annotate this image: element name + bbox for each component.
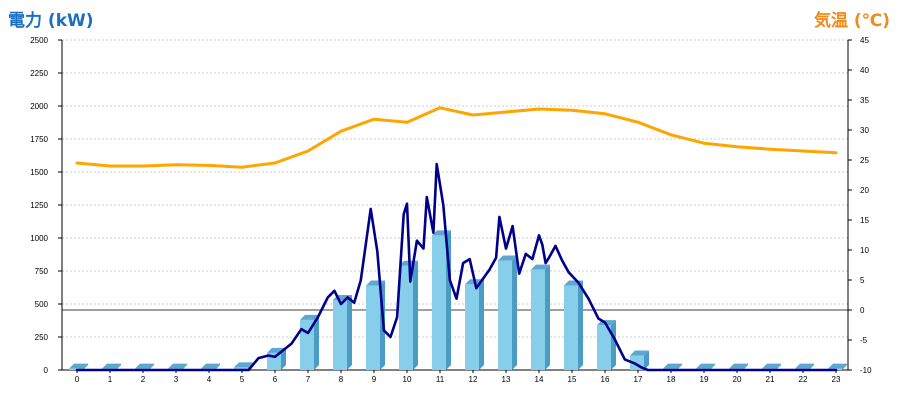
left-tick-label-1750: 1750 [30, 135, 48, 144]
left-tick-label-1500: 1500 [30, 168, 48, 177]
bar-hour-12 [465, 279, 484, 370]
right-tick-label-40: 40 [860, 66, 869, 75]
x-tick-label-19: 19 [700, 375, 709, 384]
x-tick-label-17: 17 [634, 375, 643, 384]
bar-hour-15 [564, 280, 583, 370]
left-tick-label-1000: 1000 [30, 234, 48, 243]
right-tick-label-10: 10 [860, 246, 869, 255]
left-tick-label-2500: 2500 [30, 36, 48, 45]
x-tick-label-18: 18 [667, 375, 676, 384]
x-tick-label-2: 2 [141, 375, 146, 384]
right-tick-label-5: 5 [860, 276, 865, 285]
left-tick-label-500: 500 [35, 300, 49, 309]
power-line [75, 162, 838, 372]
x-tick-label-23: 23 [832, 375, 841, 384]
bar-hour-10 [399, 260, 418, 370]
x-tick-label-11: 11 [436, 375, 445, 384]
temperature-line [75, 106, 838, 169]
x-tick-label-10: 10 [403, 375, 412, 384]
left-tick-label-2000: 2000 [30, 102, 48, 111]
right-axis-title: 気温 (℃) [813, 11, 890, 31]
x-tick-label-12: 12 [469, 375, 478, 384]
right-tick-label--5: -5 [860, 336, 868, 345]
x-tick-label-3: 3 [174, 375, 179, 384]
right-tick-label-20: 20 [860, 186, 869, 195]
x-tick-label-7: 7 [306, 375, 311, 384]
right-tick-label-15: 15 [860, 216, 869, 225]
x-tick-label-16: 16 [601, 375, 610, 384]
bar-hour-14 [531, 264, 550, 370]
bar-hour-8 [333, 295, 352, 370]
x-tick-label-15: 15 [568, 375, 577, 384]
x-tick-label-0: 0 [75, 375, 80, 384]
right-tick-label-25: 25 [860, 156, 869, 165]
x-tick-label-14: 14 [535, 375, 544, 384]
left-axis-title: 電力 (kW) [8, 11, 94, 31]
x-tick-label-1: 1 [108, 375, 113, 384]
x-tick-label-8: 8 [339, 375, 344, 384]
x-tick-label-9: 9 [372, 375, 377, 384]
bar-hour-7 [300, 314, 319, 370]
x-tick-label-21: 21 [766, 375, 775, 384]
x-tick-label-6: 6 [273, 375, 278, 384]
x-tick-label-20: 20 [733, 375, 742, 384]
left-tick-label-750: 750 [35, 267, 49, 276]
left-tick-label-1250: 1250 [30, 201, 48, 210]
left-tick-label-0: 0 [44, 366, 49, 375]
left-tick-label-250: 250 [35, 333, 49, 342]
x-tick-label-22: 22 [799, 375, 808, 384]
x-tick-label-5: 5 [240, 375, 245, 384]
x-tick-label-13: 13 [502, 375, 511, 384]
bar-hour-13 [498, 255, 517, 370]
right-tick-label-30: 30 [860, 126, 869, 135]
right-tick-label-45: 45 [860, 36, 869, 45]
right-tick-label--10: -10 [860, 366, 872, 375]
right-tick-label-0: 0 [860, 306, 865, 315]
x-tick-label-4: 4 [207, 375, 212, 384]
right-tick-label-35: 35 [860, 96, 869, 105]
left-tick-label-2250: 2250 [30, 69, 48, 78]
